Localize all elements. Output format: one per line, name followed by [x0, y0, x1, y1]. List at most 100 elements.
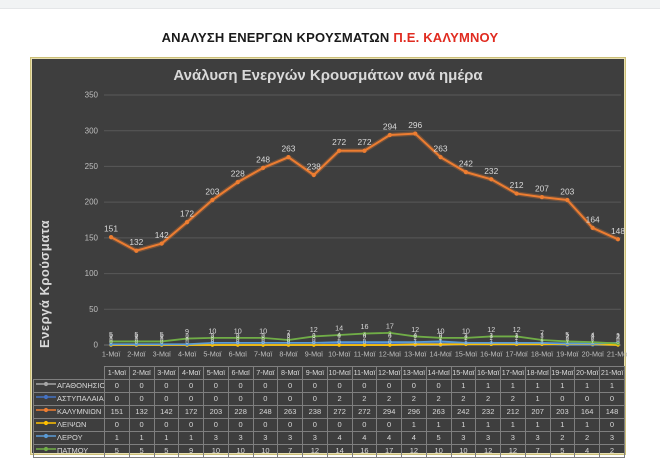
value-cell: 0 — [599, 392, 625, 407]
value-cell: 0 — [128, 378, 155, 394]
value-cell: 0 — [574, 392, 600, 407]
data-label-ΛΕΡΟΥ: 3 — [261, 333, 265, 340]
data-label-ΠΑΤΜΟΥ: 17 — [386, 321, 394, 330]
data-label-ΑΣΤΥΠΑΛΑΙΑΣ: 0 — [160, 337, 164, 344]
date-header-cell: 20-Μαϊ — [574, 366, 600, 380]
data-label-ΚΑΛΥΜΝΙΩΝ: 164 — [586, 214, 600, 224]
y-tick-label: 100 — [85, 269, 99, 278]
data-label-ΚΑΛΥΜΝΙΩΝ: 203 — [205, 187, 219, 197]
data-point-marker — [312, 341, 316, 345]
data-point-marker — [387, 132, 392, 138]
value-cell: 2 — [425, 392, 452, 407]
data-point-marker — [134, 248, 139, 253]
data-label-ΑΓΑΘΟΝΗΣΙΟΥ: 1 — [540, 332, 544, 339]
value-cell: 10 — [252, 444, 279, 459]
value-cell: 9 — [178, 444, 204, 459]
value-cell: 2 — [326, 392, 353, 407]
x-tick-label: 1-Μαϊ — [102, 350, 121, 359]
data-label-ΛΕΡΟΥ: 3 — [515, 333, 519, 340]
value-cell: 0 — [252, 418, 279, 433]
data-label-ΛΕΡΟΥ: 2 — [566, 333, 570, 340]
value-cell: 172 — [178, 405, 204, 420]
date-header-cell: 9-Μαϊ — [302, 366, 328, 380]
date-header-cell: 19-Μαϊ — [549, 366, 576, 380]
data-point-marker — [362, 331, 367, 336]
series-name-cell: ΑΣΤΥΠΑΛΑΙΑΣ — [33, 392, 105, 407]
data-label-ΛΕΙΨΩΝ: 0 — [135, 339, 139, 346]
data-label-ΠΑΤΜΟΥ: 10 — [437, 326, 445, 335]
data-label-ΛΕΙΨΩΝ: 1 — [439, 338, 443, 345]
data-label-ΑΓΑΘΟΝΗΣΙΟΥ: 0 — [439, 333, 443, 340]
data-label-ΛΕΡΟΥ: 4 — [363, 332, 367, 339]
value-cell: 3 — [252, 431, 279, 446]
data-point-marker — [514, 191, 519, 196]
value-cell: 0 — [326, 418, 353, 433]
value-cell: 0 — [326, 378, 353, 394]
data-label-ΑΣΤΥΠΑΛΑΙΑΣ: 2 — [413, 335, 417, 342]
value-cell: 12 — [401, 444, 427, 459]
value-cell: 10 — [203, 444, 229, 459]
value-cell: 4 — [376, 431, 402, 446]
value-cell: 0 — [203, 392, 229, 407]
value-cell: 0 — [425, 378, 452, 394]
data-label-ΚΑΛΥΜΝΙΩΝ: 242 — [459, 159, 473, 169]
value-cell: 0 — [302, 392, 328, 407]
value-cell: 2 — [351, 392, 378, 407]
x-tick-label: 3-Μαϊ — [153, 350, 172, 359]
series-line-ΠΑΤΜΟΥ — [109, 331, 620, 346]
data-label-ΠΑΤΜΟΥ: 12 — [411, 325, 419, 334]
data-point-marker — [489, 177, 494, 182]
value-cell: 5 — [549, 444, 576, 459]
data-label-ΠΑΤΜΟΥ: 12 — [310, 325, 318, 334]
chart-title: Ανάλυση Ενεργών Κρουσμάτων ανά ημέρα — [173, 67, 483, 84]
date-header-cell: 15-Μαϊ — [450, 366, 477, 380]
data-label-ΑΣΤΥΠΑΛΑΙΑΣ: 0 — [236, 337, 240, 344]
data-point-marker — [236, 341, 240, 345]
value-cell: 1 — [104, 431, 130, 446]
data-label-ΛΕΡΟΥ: 3 — [236, 333, 240, 340]
value-cell: 0 — [104, 418, 130, 433]
value-cell: 0 — [351, 418, 378, 433]
date-header-cell: 16-Μαϊ — [475, 366, 501, 380]
legend-key-icon — [36, 394, 56, 405]
date-header-cell: 14-Μαϊ — [425, 366, 452, 380]
x-tick-label: 13-Μαϊ — [404, 350, 427, 359]
data-point-marker — [210, 341, 215, 345]
data-label-ΠΑΤΜΟΥ: 16 — [361, 322, 369, 331]
table-row-ΛΕΡΟΥ: ΛΕΡΟΥ 1 1 1 1 3 3 3 3 3 4 4 4 4 5 3 3 3 3 2 2 3 — [33, 431, 625, 446]
legend-key-icon — [36, 381, 56, 392]
y-tick-label: 300 — [85, 126, 99, 135]
value-cell: 1 — [450, 418, 477, 433]
value-cell: 0 — [203, 378, 229, 394]
value-cell: 0 — [227, 392, 254, 407]
data-label-ΑΓΑΘΟΝΗΣΙΟΥ: 0 — [363, 333, 367, 340]
data-label-ΚΑΛΥΜΝΙΩΝ: 263 — [434, 144, 448, 154]
data-label-ΑΣΤΥΠΑΛΑΙΑΣ: 0 — [287, 337, 291, 344]
data-label-ΑΓΑΘΟΝΗΣΙΟΥ: 1 — [616, 332, 620, 339]
x-tick-label: 2-Μαϊ — [127, 350, 146, 359]
value-cell: 263 — [425, 405, 452, 420]
value-cell: 4 — [401, 431, 427, 446]
value-cell: 0 — [401, 378, 427, 394]
value-cell: 2 — [450, 392, 477, 407]
value-cell: 3 — [302, 431, 328, 446]
data-label-ΛΕΙΨΩΝ: 1 — [413, 338, 417, 345]
data-label-ΛΕΙΨΩΝ: 0 — [363, 339, 367, 346]
data-point-marker — [438, 342, 443, 346]
value-cell: 232 — [475, 405, 501, 420]
data-point-marker — [261, 165, 266, 170]
data-label-ΚΑΛΥΜΝΙΩΝ: 296 — [408, 120, 422, 130]
value-cell: 1 — [574, 418, 600, 433]
x-tick-label: 4-Μαϊ — [178, 350, 197, 359]
data-label-ΑΣΤΥΠΑΛΑΙΑΣ: 2 — [515, 335, 519, 342]
table-header-row: 1-Μαϊ 2-Μαϊ 3-Μαϊ 4-Μαϊ 5-Μαϊ 6-Μαϊ 7-Μαϊ 8-Μαϊ… — [34, 366, 625, 380]
series-name-label: ΚΑΛΥΜΝΙΩΝ — [57, 407, 102, 417]
y-tick-label: 50 — [89, 305, 98, 314]
value-cell: 0 — [277, 418, 303, 433]
value-cell: 1 — [549, 418, 576, 433]
data-label-ΛΕΡΟΥ: 4 — [337, 332, 341, 339]
x-tick-label: 21-Μαϊ — [607, 350, 627, 359]
data-point-marker — [489, 334, 493, 339]
chart-frame: Ανάλυση Ενεργών Κρουσμάτων ανά ημέρα Ενε… — [30, 57, 627, 459]
value-cell: 0 — [227, 378, 254, 394]
